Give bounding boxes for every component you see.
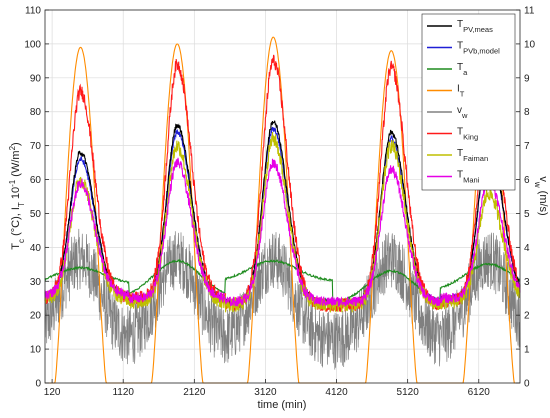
legend-label: TMani <box>457 170 480 185</box>
y-tick-label-left: 0 <box>35 379 41 390</box>
legend-label: TKing <box>457 127 478 142</box>
legend-label: vw <box>457 105 468 120</box>
y-axis-label-right: vw (m/s) <box>534 176 550 215</box>
series-line-tmani <box>44 157 521 307</box>
y-tick-label-right: 3 <box>524 277 530 288</box>
y-tick-label-left: 20 <box>30 311 42 322</box>
y2-label-unit: (m/s) <box>537 188 549 216</box>
y-tick-label-left: 100 <box>24 39 41 50</box>
legend: TPV,meas TPVb,model Ta IT vw TKing TFaiman TMan… <box>421 13 516 191</box>
legend-label: Ta <box>457 62 468 77</box>
legend-label: TPV,meas <box>457 19 493 34</box>
y-tick-label-right: 1 <box>524 345 530 356</box>
y-tick-label-left: 110 <box>25 6 41 17</box>
y-tick-label-left: 10 <box>30 345 42 356</box>
legend-label: IT <box>457 84 465 99</box>
y-label-mid: (°C), I <box>10 207 22 239</box>
x-tick-label: 4120 <box>325 387 348 398</box>
y-label-i-sub: T <box>17 202 26 207</box>
y-axis-label-left: Tc (°C), IT 10-1 (W/m2) <box>8 142 26 249</box>
y-label-close: ) <box>10 142 22 146</box>
y-label-tail: 10 <box>10 187 22 202</box>
legend-label: TFaiman <box>457 148 488 163</box>
y-tick-label-left: 80 <box>30 107 42 118</box>
series-line-ta <box>44 258 521 305</box>
y-tick-label-right: 8 <box>524 107 530 118</box>
y2-label-sub: w <box>534 181 543 188</box>
y-label-sup: -1 <box>8 179 17 187</box>
y-tick-label-right: 4 <box>524 243 530 254</box>
plot-frame <box>44 9 521 384</box>
y-label-t-sub: c <box>17 239 26 243</box>
legend-box <box>421 13 516 191</box>
x-tick-label: 3120 <box>254 387 277 398</box>
legend-label: TPVb,model <box>457 41 500 56</box>
y2-label-v: v <box>537 176 549 182</box>
y-tick-label-right: 10 <box>524 39 536 50</box>
y-tick-label-right: 9 <box>524 73 530 84</box>
y-tick-label-left: 90 <box>30 73 42 84</box>
series-line-vw <box>44 228 521 370</box>
x-axis-label: time (min) <box>258 399 307 411</box>
y-tick-label-right: 6 <box>524 175 530 186</box>
x-tick-label: 1120 <box>112 387 134 398</box>
y-tick-label-right: 0 <box>524 379 530 390</box>
y-label-unit: (W/m <box>10 150 22 179</box>
y-label-sup2: 2 <box>8 145 17 150</box>
x-tick-label: 5120 <box>397 387 420 398</box>
y-tick-label-left: 60 <box>30 175 42 186</box>
ticks: 120 1120 2120 3120 4120 5120 61200102030405060… <box>24 6 535 399</box>
x-tick-label: 120 <box>44 387 61 398</box>
y-tick-label-left: 30 <box>30 277 42 288</box>
y-tick-label-right: 2 <box>524 311 530 322</box>
y-tick-label-left: 70 <box>30 141 42 152</box>
y-tick-label-right: 11 <box>524 6 535 17</box>
y-tick-label-right: 7 <box>524 141 530 152</box>
y-tick-label-right: 5 <box>524 209 530 220</box>
x-tick-label: 6120 <box>468 387 491 398</box>
y-label-t: T <box>10 243 22 250</box>
y-tick-label-left: 50 <box>30 209 42 220</box>
y-tick-label-left: 40 <box>30 243 42 254</box>
x-tick-label: 2120 <box>183 387 206 398</box>
